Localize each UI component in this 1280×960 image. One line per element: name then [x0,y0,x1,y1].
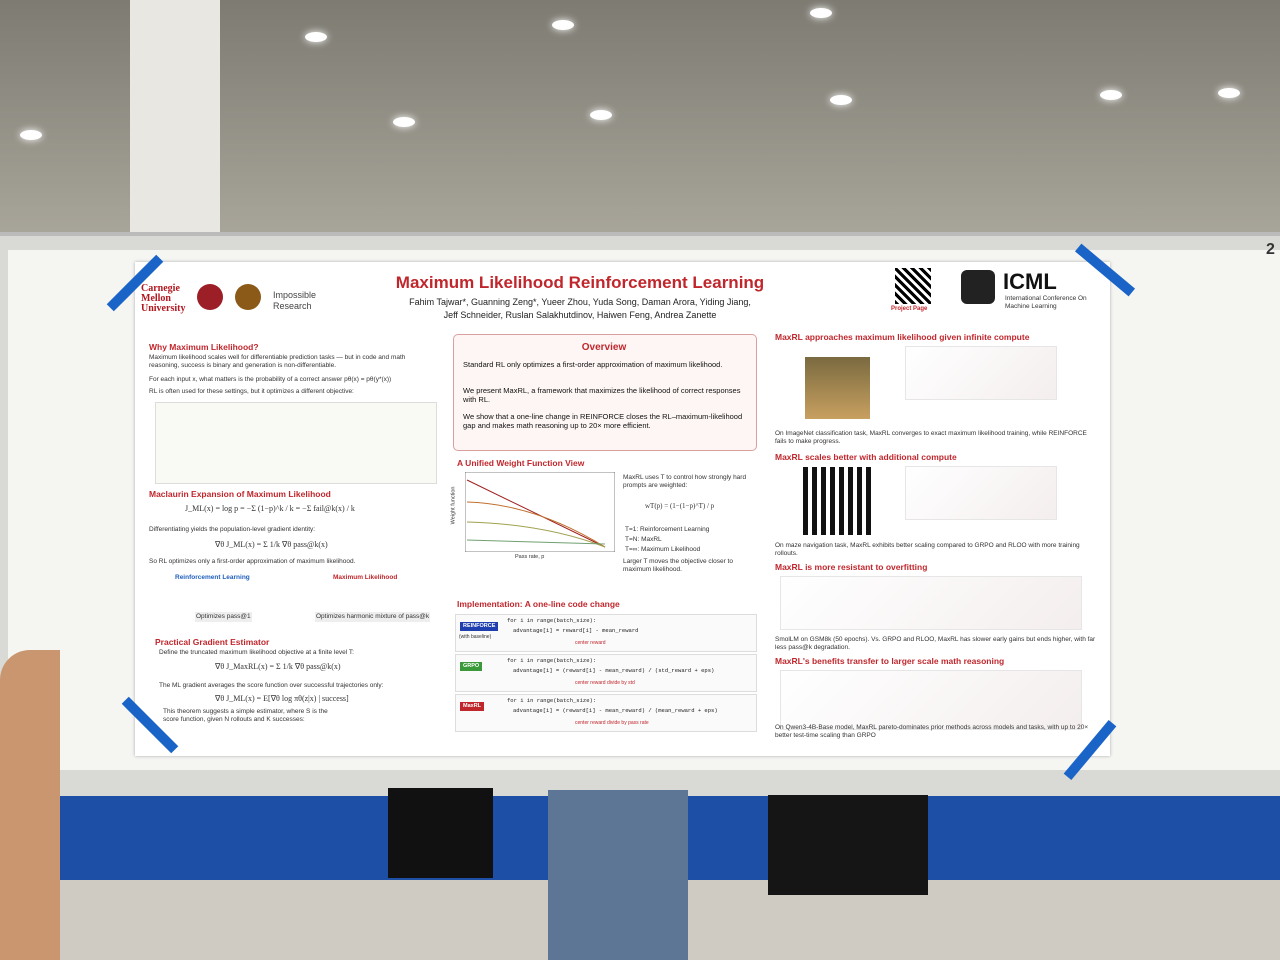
figure [905,466,1057,520]
code-line: for i in range(batch_size): [507,657,597,664]
formula: J_ML(x) = log p = −Σ (1−p)^k / k = −Σ fa… [185,504,355,513]
formula: ∇θ J_MaxRL(x) = Σ 1/k ∇θ pass@k(x) [215,662,341,671]
caption: On ImageNet classification task, MaxRL c… [775,430,1087,446]
x-axis-label: Pass rate, p [515,554,545,560]
figure [780,576,1082,630]
curve [466,539,606,545]
figure [780,670,1082,730]
ceiling-light [305,32,327,42]
list-item: T=1: Reinforcement Learning [625,526,710,533]
subheading: Reinforcement Learning [175,574,250,581]
section-heading: MaxRL's benefits transfer to larger scal… [775,656,1005,666]
section-heading: Overview [581,342,627,353]
poster-title: Maximum Likelihood Reinforcement Learnin… [395,273,765,292]
ceiling-light [1100,90,1122,100]
text: The ML gradient averages the score funct… [159,682,384,689]
curve [466,479,606,548]
section-heading: MaxRL scales better with additional comp… [775,452,957,462]
conference-full: International Conference On Machine Lear… [1005,295,1087,311]
code-line: advantage[i] = (reward[i] - mean_reward)… [513,667,715,674]
caption: Optimizes pass@1 [195,612,252,623]
board-number: 2 [1266,241,1275,258]
ceiling-light [552,20,574,30]
person-arm [0,650,60,960]
caption: On maze navigation task, MaxRL exhibits … [775,542,1080,558]
y-axis-label: Weight function [450,486,457,525]
code-line: for i in range(batch_size): [507,697,597,704]
code-note: center reward divide by pass rate [575,720,649,726]
text: Larger T moves the objective closer to m… [623,558,733,574]
person-dress [388,788,493,878]
section-heading: A Unified Weight Function View [457,458,585,468]
code-label: MaxRL [460,702,485,711]
qr-caption: Project Page [891,306,928,312]
conference: ICML [1003,269,1057,294]
code-box [455,614,757,652]
code-sublabel: (with baseline) [459,634,492,640]
text: So RL optimizes only a first-order appro… [149,558,356,565]
section-heading: Maclaurin Expansion of Maximum Likelihoo… [149,489,331,499]
logo-seal [235,284,261,310]
text: MaxRL uses T to control how strongly har… [623,474,747,490]
overview-box [453,334,757,451]
ceiling-light [20,130,42,140]
diagram [155,402,437,484]
code-line: advantage[i] = (reward[i] - mean_reward)… [513,707,718,714]
text: Define the truncated maximum likelihood … [159,649,354,656]
authors: Jeff Schneider, Ruslan Salakhutdinov, Ha… [443,310,717,320]
qr-code [895,268,931,304]
code-line: for i in range(batch_size): [507,617,597,624]
formula: ∇θ J_ML(x) = E[∇θ log πθ(z|x) | success] [215,694,349,703]
code-line: advantage[i] = reward[i] - mean_reward [513,627,639,634]
poster: Carnegie Mellon University Impossible Re… [135,262,1110,756]
caption: SmolLM on GSM8k (50 epochs). Vs. GRPO an… [775,636,1096,652]
section-heading: Practical Gradient Estimator [155,637,270,647]
bullet: For each input x, what matters is the pr… [149,376,392,383]
person-shorts [768,795,928,895]
caption: On Qwen3-4B-Base model, MaxRL pareto-dom… [775,724,1089,740]
logo-impossible: Impossible Research [273,290,317,312]
bullet: We show that a one-line change in REINFO… [463,412,743,431]
ceiling-light [393,117,415,127]
ceiling-light [810,8,832,18]
ceiling-light [1218,88,1240,98]
person-jeans [548,790,688,960]
icml-logo [961,270,995,304]
list-item: T=∞: Maximum Likelihood [625,546,701,553]
code-box [455,694,757,732]
text: This theorem suggests a simple estimator… [163,708,328,724]
code-note: center reward divide by std [575,680,635,686]
ceiling-light [590,110,612,120]
formula: ∇θ J_ML(x) = Σ 1/k ∇θ pass@k(x) [215,540,328,549]
curve [466,501,606,548]
curve [466,521,606,548]
maze-image [803,467,873,535]
logo-seal [197,284,223,310]
list-item: T=N: MaxRL [625,536,662,543]
pillar [130,0,220,240]
dog-photo [805,357,870,419]
section-heading: Why Maximum Likelihood? [149,342,259,352]
bullet: RL is often used for these settings, but… [149,388,354,395]
authors: Fahim Tajwar*, Guanning Zeng*, Yueer Zho… [409,297,751,307]
text: Differentiating yields the population-le… [149,526,316,533]
subheading: Maximum Likelihood [333,574,398,581]
formula: wT(p) = (1−(1−p)^T) / p [645,502,715,510]
section-heading: Implementation: A one-line code change [457,599,620,609]
code-note: center reward [575,640,606,646]
weight-plot [465,472,615,552]
logo-cmu: Carnegie Mellon University [141,283,186,314]
bullet: Standard RL only optimizes a first-order… [463,360,723,369]
code-label: REINFORCE [460,622,499,631]
section-heading: MaxRL is more resistant to overfitting [775,562,928,572]
ceiling-light [830,95,852,105]
bullet: We present MaxRL, a framework that maxim… [463,386,741,405]
code-box [455,654,757,692]
code-label: GRPO [460,662,483,671]
section-heading: MaxRL approaches maximum likelihood give… [775,332,1030,342]
bullet: Maximum likelihood scales well for diffe… [149,354,406,370]
caption: Optimizes harmonic mixture of pass@k [315,612,431,623]
figure [905,346,1057,400]
